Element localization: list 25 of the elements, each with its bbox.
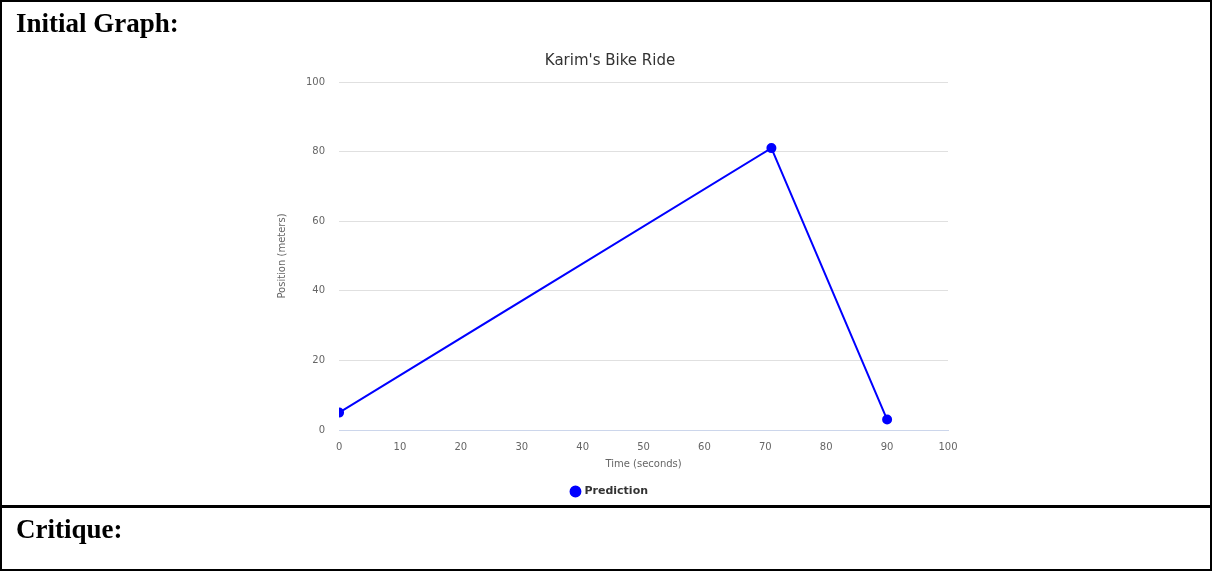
x-tick-label: 40: [576, 440, 590, 452]
text: Initial Graph:: [15, 7, 180, 40]
text: Critique:: [2, 505, 1210, 571]
y-tick-label: 60: [312, 214, 326, 226]
point: [766, 143, 777, 154]
x-tick-label: 100: [938, 440, 958, 452]
x-tick-label: 0: [335, 440, 343, 452]
x-tick-label: 80: [819, 440, 833, 452]
x-tick-label: 50: [637, 440, 650, 452]
y-tick-label: 80: [312, 145, 326, 157]
y-axis-title: Position (meters): [275, 213, 287, 299]
x-tick-label: 70: [758, 440, 772, 452]
x-tick-label: 30: [515, 440, 529, 452]
x-tick-label: 10: [393, 440, 407, 452]
chart-title: Karim's Bike Ride: [544, 50, 676, 69]
point: [882, 414, 893, 425]
x-tick-label: 20: [454, 440, 468, 452]
y-tick-label: 20: [312, 353, 326, 365]
y-tick-label: 40: [312, 284, 326, 296]
y-tick-label: 0: [318, 423, 326, 435]
y-tick-label: 100: [305, 75, 326, 87]
x-tick-label: 90: [880, 440, 894, 452]
legend-label: Prediction: [584, 484, 649, 498]
x-tick-label: 60: [698, 440, 711, 452]
x-axis-title: Time (seconds): [604, 457, 682, 469]
